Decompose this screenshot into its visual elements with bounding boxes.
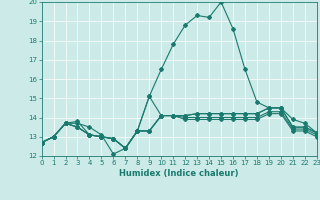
X-axis label: Humidex (Indice chaleur): Humidex (Indice chaleur) (119, 169, 239, 178)
